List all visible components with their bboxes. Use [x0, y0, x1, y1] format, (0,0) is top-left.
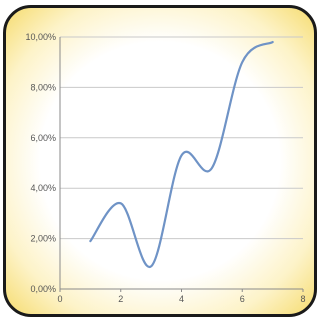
- axes: [59, 37, 304, 292]
- y-tick-label: 4,00%: [30, 183, 56, 193]
- series-lines: [89, 40, 274, 268]
- x-tick-labels: 0 2 4 6 8: [57, 294, 305, 304]
- x-tick-label: 4: [179, 294, 184, 304]
- y-tick-label: 6,00%: [30, 133, 56, 143]
- y-tick-label: 8,00%: [30, 82, 56, 92]
- y-tick-labels: 0,00% 2,00% 4,00% 6,00% 8,00% 10,00%: [25, 32, 56, 294]
- x-tick-label: 0: [57, 294, 62, 304]
- x-tick-label: 6: [240, 294, 245, 304]
- y-tick-label: 0,00%: [30, 284, 56, 294]
- x-tick-label: 2: [118, 294, 123, 304]
- y-tick-label: 2,00%: [30, 234, 56, 244]
- series-line: [89, 40, 274, 268]
- gridlines: [60, 36, 303, 240]
- chart-frame: [3, 5, 317, 317]
- x-tick-label: 8: [300, 294, 305, 304]
- y-tick-label: 10,00%: [25, 32, 56, 42]
